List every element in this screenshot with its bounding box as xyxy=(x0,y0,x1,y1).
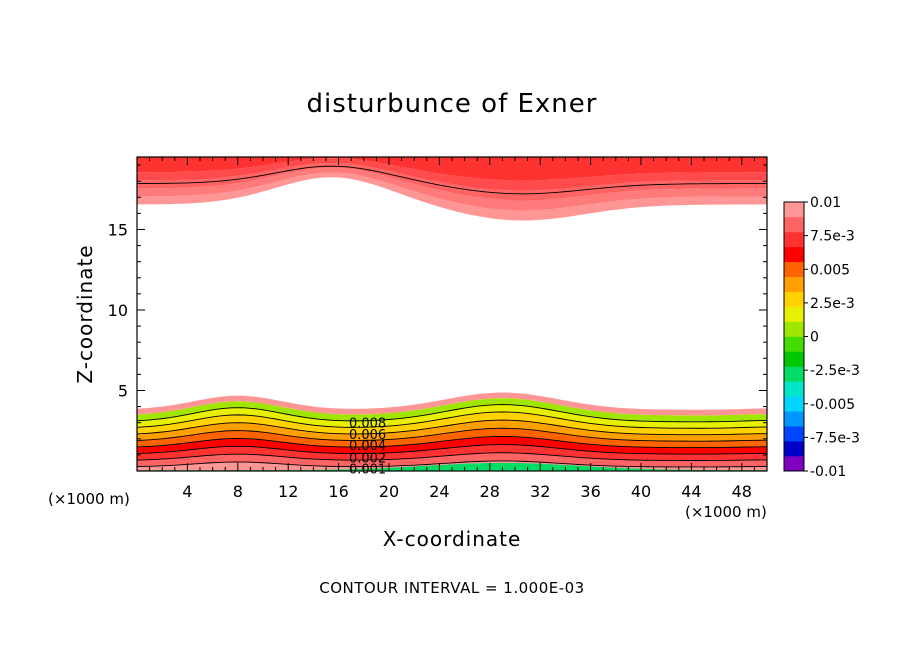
contour-line xyxy=(137,404,767,423)
contour-line xyxy=(137,452,767,461)
contour-label: 0.001 xyxy=(349,463,386,478)
contour-label: 0.006 xyxy=(349,428,386,443)
y-tick-label: 10 xyxy=(108,301,128,320)
colorbar-label: -2.5e-3 xyxy=(810,363,860,379)
colorbar-label: 0 xyxy=(810,330,819,346)
colorbar-swatch xyxy=(784,456,804,472)
x-tick-label: 44 xyxy=(681,482,701,501)
colorbar-swatch xyxy=(784,381,804,397)
x-tick-label: 16 xyxy=(328,482,348,501)
contour-line xyxy=(137,460,767,468)
x-tick-label: 48 xyxy=(732,482,752,501)
x-tick-label: 36 xyxy=(580,482,600,501)
contour-fill xyxy=(137,157,767,471)
colorbar-swatch xyxy=(784,202,804,218)
colorbar-swatch xyxy=(784,366,804,382)
y-tick-label: 15 xyxy=(108,220,128,239)
contour-line xyxy=(137,435,767,449)
colorbar-swatch xyxy=(784,216,804,233)
colorbar-label: 0.01 xyxy=(810,195,841,211)
colorbar-swatch xyxy=(784,321,804,337)
x-unit-label-right: (×1000 m) xyxy=(685,503,767,521)
y-axis-label: Z-coordinate xyxy=(73,244,97,383)
x-tick-label: 4 xyxy=(182,482,192,501)
colorbar-swatch xyxy=(784,261,804,278)
contour-lines xyxy=(137,165,767,468)
contour-line xyxy=(137,444,767,455)
colorbar-swatch xyxy=(784,231,804,248)
colorbar-label: 2.5e-3 xyxy=(810,296,855,312)
contour-band xyxy=(137,428,767,448)
x-tick-label: 40 xyxy=(631,482,651,501)
contour-interval-footer: CONTOUR INTERVAL = 1.000E-03 xyxy=(319,579,584,597)
contour-label: 0.004 xyxy=(349,439,386,454)
colorbar-swatch xyxy=(784,351,804,367)
contour-band xyxy=(137,452,767,467)
contour-band xyxy=(137,436,767,455)
contour-band xyxy=(137,158,767,191)
colorbar-label: -0.005 xyxy=(810,397,855,413)
y-tick-label: 5 xyxy=(118,381,128,400)
colorbar-swatch xyxy=(784,426,804,442)
x-tick-label: 28 xyxy=(480,482,500,501)
colorbar-label: 7.5e-3 xyxy=(810,229,855,245)
contour-line xyxy=(137,411,767,429)
x-unit-label-left: (×1000 m) xyxy=(48,490,130,508)
contour-band xyxy=(137,462,767,471)
colorbar-swatch xyxy=(784,441,804,457)
contour-label: 0.008 xyxy=(349,417,386,432)
contour-band xyxy=(137,392,767,416)
x-tick-label: 12 xyxy=(278,482,298,501)
contour-label: 0.002 xyxy=(349,451,386,466)
x-axis-label: X-coordinate xyxy=(383,527,522,551)
contour-band xyxy=(137,411,767,435)
x-tick-label: 24 xyxy=(429,482,449,501)
contour-band xyxy=(137,444,767,461)
x-tick-label: 32 xyxy=(530,482,550,501)
contour-line xyxy=(137,165,767,195)
contour-band xyxy=(137,157,767,181)
contour-band xyxy=(137,172,767,221)
contour-band xyxy=(137,420,767,442)
colorbar-swatch xyxy=(784,411,804,427)
colorbar-label: -7.5e-3 xyxy=(810,430,860,446)
colorbar-swatch xyxy=(784,396,804,412)
colorbar-swatch xyxy=(784,246,804,263)
contour-line xyxy=(137,427,767,442)
x-tick-label: 20 xyxy=(379,482,399,501)
colorbar-swatch xyxy=(784,276,804,292)
x-axis: 4 8 12 16 20 24 28 32 36 40 44 48 xyxy=(149,157,755,501)
colorbar-swatch xyxy=(784,336,804,352)
colorbar-label: -0.01 xyxy=(810,464,846,480)
y-axis: 5 10 15 xyxy=(108,164,767,456)
chart-title: disturbunce of Exner xyxy=(307,89,598,119)
x-tick-label: 8 xyxy=(233,482,243,501)
contour-band xyxy=(137,167,767,211)
contour-line xyxy=(137,419,767,436)
contour-band xyxy=(137,162,767,201)
colorbar-swatch xyxy=(784,306,804,322)
colorbar-label: 0.005 xyxy=(810,262,850,278)
colorbar: 0.01 7.5e-3 0.005 2.5e-3 0 -2.5e-3 -0.005 -7.5e… xyxy=(783,195,860,480)
colorbar-swatch xyxy=(784,291,804,307)
